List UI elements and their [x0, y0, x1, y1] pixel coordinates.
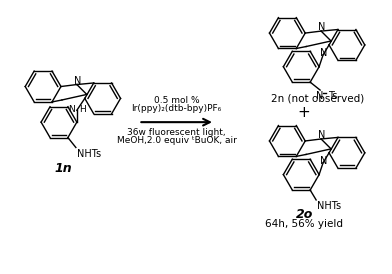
Text: +: + [298, 105, 310, 120]
Text: MeOH,2.0 equiv ᵗBuOK, air: MeOH,2.0 equiv ᵗBuOK, air [117, 136, 237, 145]
Text: N: N [68, 105, 75, 114]
Text: 2n (not observed): 2n (not observed) [270, 93, 364, 103]
Text: 1n: 1n [54, 162, 72, 175]
Text: NHTs: NHTs [317, 201, 341, 211]
Text: N: N [318, 22, 326, 32]
Text: Ir(ppy)₂(dtb-bpy)PF₆: Ir(ppy)₂(dtb-bpy)PF₆ [131, 104, 222, 113]
Text: H: H [79, 105, 85, 114]
Text: 2o: 2o [296, 208, 313, 221]
Text: NHTs: NHTs [77, 149, 101, 159]
Text: 64h, 56% yield: 64h, 56% yield [265, 219, 343, 229]
Text: N: N [316, 91, 324, 101]
Text: Ts: Ts [328, 91, 338, 101]
Text: N: N [318, 130, 326, 140]
Text: N: N [320, 156, 328, 166]
Text: 0.5 mol %: 0.5 mol % [154, 96, 200, 105]
Text: N: N [320, 48, 328, 58]
Text: 36w fluorescent light,: 36w fluorescent light, [127, 128, 226, 136]
Text: N: N [74, 76, 82, 86]
